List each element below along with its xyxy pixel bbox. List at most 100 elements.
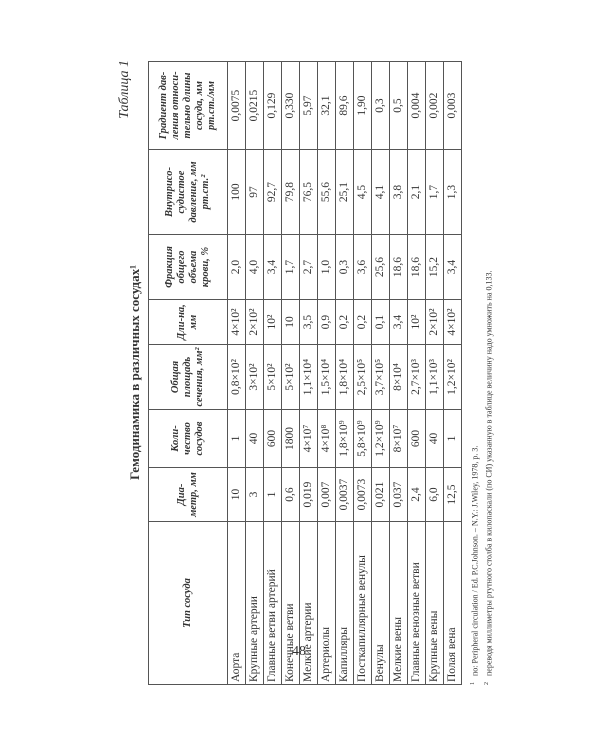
value-cell: 89,6 xyxy=(335,61,354,150)
value-cell: 0,019 xyxy=(299,467,318,522)
value-cell: 8×10⁷ xyxy=(389,409,408,468)
table-header-row: Тип сосуда Диа-метр, мм Коли-чество сосудо… xyxy=(148,61,228,685)
value-cell: 0,129 xyxy=(263,61,282,150)
table-row: Артериолы 0,007 4×10⁸ 1,5×10⁴ 0,9 1,0 55,6 32,1 xyxy=(317,61,336,685)
table-title: Гемодинамика в различных сосудах¹ xyxy=(127,264,142,481)
value-cell: 3,6 xyxy=(353,234,372,300)
value-cell: 600 xyxy=(263,409,282,468)
value-cell: 10² xyxy=(407,299,426,345)
value-cell: 1,0 xyxy=(317,234,336,300)
vessel-type-cell: Крупные артерии xyxy=(245,521,264,685)
vessel-type-cell: Мелкие артерии xyxy=(299,521,318,685)
value-cell: 1 xyxy=(263,467,282,522)
footnote-1: 1 по: Peripheral circulation / Ed. P.C.Jo… xyxy=(470,446,480,685)
vessel-type-cell: Аорта xyxy=(227,521,246,685)
value-cell: 8×10⁴ xyxy=(389,344,408,410)
column-header: Общая площадь сечения, мм² xyxy=(148,344,228,410)
value-cell: 3,4 xyxy=(263,234,282,300)
value-cell: 5×10² xyxy=(281,344,300,410)
value-cell: 1,7 xyxy=(281,234,300,300)
column-header: Диа-метр, мм xyxy=(148,467,228,522)
table-row: Конечные ветви 0,6 1800 5×10² 10 1,7 79,8 0,330 xyxy=(281,61,300,685)
rotated-table-block: Таблица 1 Гемодинамика в различных сосуд… xyxy=(115,60,500,685)
value-cell: 4×10² xyxy=(443,299,462,345)
value-cell: 2,0 xyxy=(227,234,246,300)
value-cell: 1,2×10² xyxy=(443,344,462,410)
value-cell: 600 xyxy=(407,409,426,468)
vessel-type-cell: Венулы xyxy=(371,521,390,685)
value-cell: 5,8×10⁹ xyxy=(353,409,372,468)
value-cell: 18,6 xyxy=(407,234,426,300)
vessel-type-cell: Капилляры xyxy=(335,521,354,685)
table-row: Главные венозные ветви 2,4 600 2,7×10³ 10² 18… xyxy=(407,61,426,685)
value-cell: 25,1 xyxy=(335,149,354,235)
table-row: Полая вена 12,5 1 1,2×10² 4×10² 3,4 1,3 0,003 xyxy=(443,61,462,685)
vessel-type-cell: Посткапиллярные венулы xyxy=(353,521,372,685)
table-row: Капилляры 0,0037 1,8×10⁹ 1,8×10⁴ 0,2 0,3 25,1 8… xyxy=(335,61,354,685)
value-cell: 3,7×10⁵ xyxy=(371,344,390,410)
value-cell: 12,5 xyxy=(443,467,462,522)
value-cell: 1,2×10⁹ xyxy=(371,409,390,468)
vessel-type-cell: Главные ветви артерий xyxy=(263,521,282,685)
value-cell: 4,5 xyxy=(353,149,372,235)
value-cell: 40 xyxy=(245,409,264,468)
value-cell: 10 xyxy=(281,299,300,345)
value-cell: 2,7×10³ xyxy=(407,344,426,410)
value-cell: 4,1 xyxy=(371,149,390,235)
value-cell: 2,1 xyxy=(407,149,426,235)
value-cell: 15,2 xyxy=(425,234,444,300)
footnote-2: 2 переводя миллиметры ртутного столба в к… xyxy=(484,271,494,685)
value-cell: 1 xyxy=(227,409,246,468)
value-cell: 40 xyxy=(425,409,444,468)
value-cell: 0,004 xyxy=(407,61,426,150)
value-cell: 5,97 xyxy=(299,61,318,150)
value-cell: 1800 xyxy=(281,409,300,468)
column-header: Внутрисо-судистое давление, мм рт.ст.² xyxy=(148,149,228,235)
value-cell: 2,5×10⁵ xyxy=(353,344,372,410)
table-row: Крупные артерии 3 40 3×10² 2×10² 4,0 97 0,0215 xyxy=(245,61,264,685)
value-cell: 3,5 xyxy=(299,299,318,345)
value-cell: 4×10² xyxy=(227,299,246,345)
value-cell: 3×10² xyxy=(245,344,264,410)
value-cell: 3,4 xyxy=(389,299,408,345)
value-cell: 3 xyxy=(245,467,264,522)
value-cell: 92,7 xyxy=(263,149,282,235)
column-header: Коли-чество сосудов xyxy=(148,409,228,468)
column-header: Градиент дав-ления относи-тельно длины с… xyxy=(148,61,228,150)
value-cell: 76,5 xyxy=(299,149,318,235)
value-cell: 3,8 xyxy=(389,149,408,235)
value-cell: 2,4 xyxy=(407,467,426,522)
value-cell: 0,1 xyxy=(371,299,390,345)
value-cell: 3,4 xyxy=(443,234,462,300)
value-cell: 1,8×10⁴ xyxy=(335,344,354,410)
table-row: Посткапиллярные венулы 0,0073 5,8×10⁹ 2,5×1… xyxy=(353,61,372,685)
vessel-type-cell: Конечные ветви xyxy=(281,521,300,685)
value-cell: 0,0215 xyxy=(245,61,264,150)
value-cell: 0,3 xyxy=(335,234,354,300)
value-cell: 6,0 xyxy=(425,467,444,522)
table-row: Главные ветви артерий 1 600 5×10² 10² 3,4 92,7… xyxy=(263,61,282,685)
value-cell: 0,021 xyxy=(371,467,390,522)
hemodynamics-table: Тип сосуда Диа-метр, мм Коли-чество сосудо… xyxy=(148,61,462,685)
value-cell: 1,5×10⁴ xyxy=(317,344,336,410)
vessel-type-cell: Мелкие вены xyxy=(389,521,408,685)
footnote-text: по: Peripheral circulation / Ed. P.C.Joh… xyxy=(470,445,480,676)
value-cell: 0,330 xyxy=(281,61,300,150)
value-cell: 0,002 xyxy=(425,61,444,150)
page-number: 48 xyxy=(292,644,306,659)
value-cell: 0,6 xyxy=(281,467,300,522)
value-cell: 1,3 xyxy=(443,149,462,235)
value-cell: 4,0 xyxy=(245,234,264,300)
value-cell: 1,7 xyxy=(425,149,444,235)
value-cell: 97 xyxy=(245,149,264,235)
value-cell: 1 xyxy=(443,409,462,468)
value-cell: 1,1×10⁴ xyxy=(299,344,318,410)
footnote-mark: 2 xyxy=(484,682,490,685)
column-header: Тип сосуда xyxy=(148,521,228,685)
column-header: Дли-на, мм xyxy=(148,299,228,345)
vessel-type-cell: Полая вена xyxy=(443,521,462,685)
value-cell: 2×10² xyxy=(425,299,444,345)
value-cell: 4×10⁷ xyxy=(299,409,318,468)
value-cell: 55,6 xyxy=(317,149,336,235)
value-cell: 0,2 xyxy=(335,299,354,345)
